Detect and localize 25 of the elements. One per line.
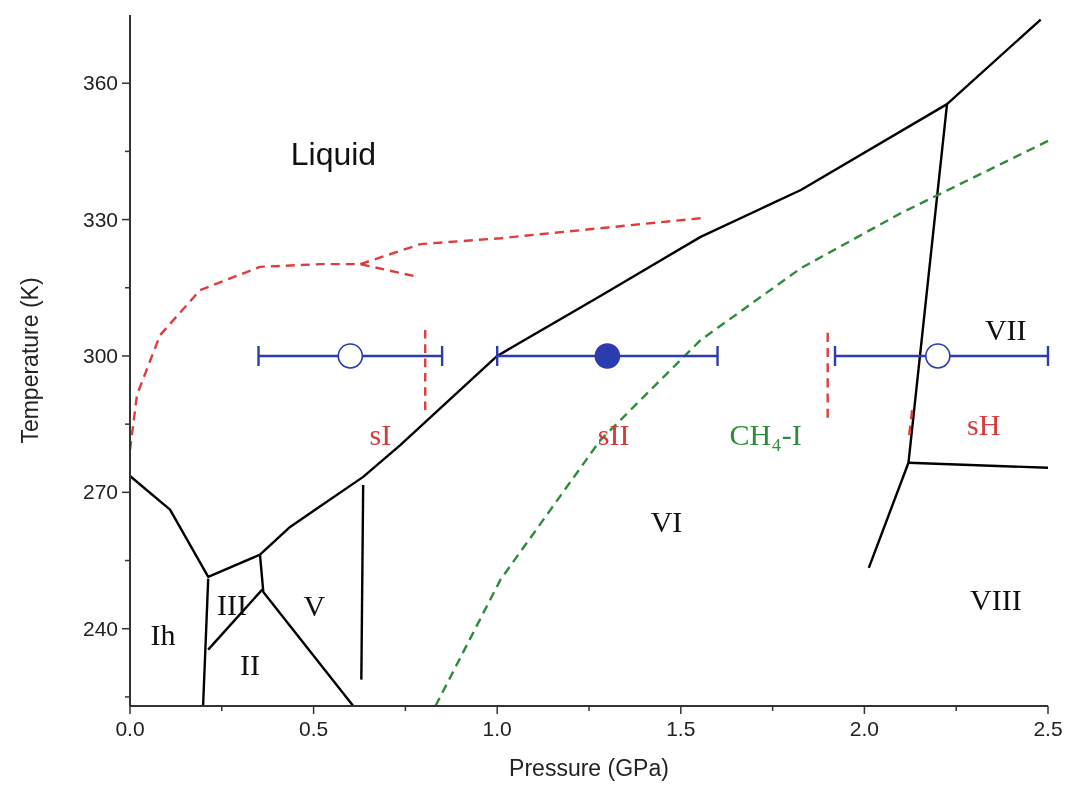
annotation: Liquid <box>290 136 377 173</box>
annotation: sII <box>597 418 630 452</box>
y-axis-title: Temperature (K) <box>17 277 43 444</box>
y-tick-label: 240 <box>82 616 118 640</box>
y-tick-label: 300 <box>82 343 118 367</box>
annotation: Ih <box>150 617 176 651</box>
y-tick-label: 270 <box>82 480 118 504</box>
y-tick-label: 330 <box>82 207 118 231</box>
x-tick-label: 0.0 <box>115 717 145 740</box>
x-tick-label: 0.5 <box>299 717 329 740</box>
x-tick-label: 1.0 <box>482 717 512 740</box>
x-tick-label: 1.5 <box>666 717 696 740</box>
annotation: III <box>217 587 248 621</box>
annotation: II <box>240 647 261 681</box>
annotation: sI <box>369 418 392 452</box>
annotation: V <box>303 588 326 622</box>
annotation: CH₄-I <box>729 418 802 452</box>
annotation: VII <box>984 313 1027 347</box>
x-axis-title: Pressure (GPa) <box>509 755 669 781</box>
annotation: sH <box>967 408 1001 442</box>
annotation: VI <box>650 504 683 538</box>
x-tick-label: 2.0 <box>849 717 879 740</box>
y-tick-label: 360 <box>82 71 118 95</box>
x-tick-label: 2.5 <box>1033 717 1063 740</box>
annotation: VIII <box>970 582 1022 616</box>
